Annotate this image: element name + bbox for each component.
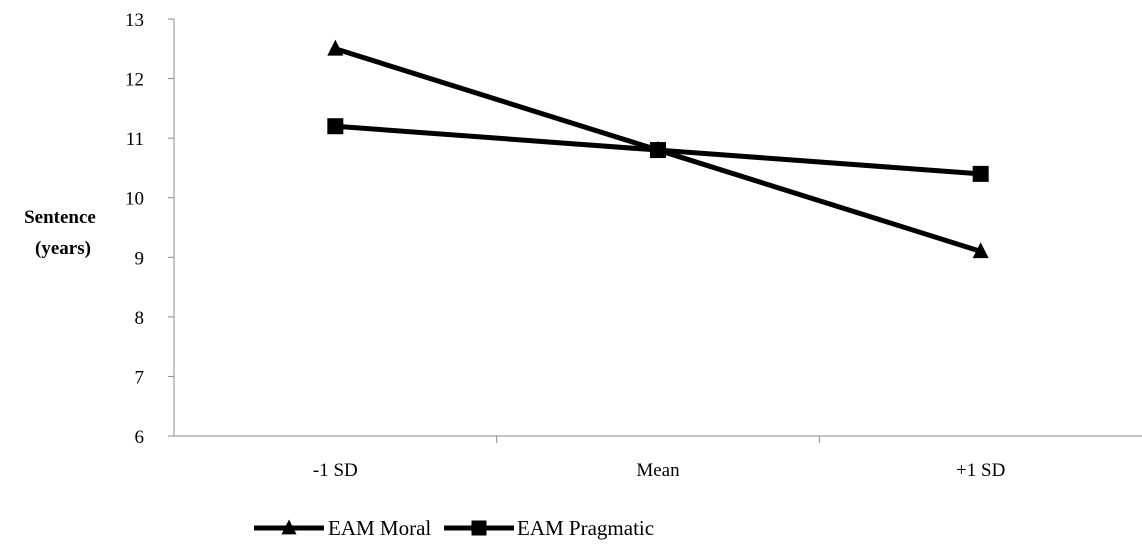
plot-area (327, 39, 989, 259)
x-tick-labels: -1 SD Mean +1 SD (313, 460, 1005, 481)
y-tick-label: 8 (135, 308, 145, 329)
legend-marker (281, 519, 297, 535)
legend-marker (471, 520, 487, 536)
series-2 (327, 118, 989, 182)
data-point (650, 142, 666, 159)
data-point (327, 118, 344, 135)
legend-label: EAM Pragmatic (517, 516, 654, 540)
y-tick-label: 11 (126, 129, 144, 150)
y-tick-label: 6 (135, 427, 145, 448)
y-tick-label: 12 (125, 70, 144, 91)
x-tick-label: +1 SD (956, 460, 1005, 481)
y-axis-title-line-1: Sentence (24, 207, 96, 228)
data-point (972, 242, 989, 259)
legend-label: EAM Moral (328, 516, 431, 540)
x-tick-label: Mean (636, 460, 680, 481)
y-tick-label: 13 (125, 10, 144, 31)
legend-item-1: EAM Moral (254, 516, 431, 540)
x-tick-label: -1 SD (313, 460, 358, 481)
y-tick-label: 7 (135, 367, 145, 388)
data-point (327, 39, 344, 56)
legend: EAM Moral EAM Pragmatic (254, 516, 654, 540)
y-axis-title-line-2: (years) (35, 238, 91, 259)
y-tick-labels: 6 7 8 9 10 11 12 13 (125, 10, 144, 448)
data-point (972, 165, 989, 182)
axes (168, 18, 1142, 443)
y-tick-label: 9 (135, 248, 145, 269)
legend-item-2: EAM Pragmatic (444, 516, 654, 540)
y-tick-label: 10 (125, 189, 144, 210)
y-axis-title: Sentence (years) (24, 207, 96, 259)
